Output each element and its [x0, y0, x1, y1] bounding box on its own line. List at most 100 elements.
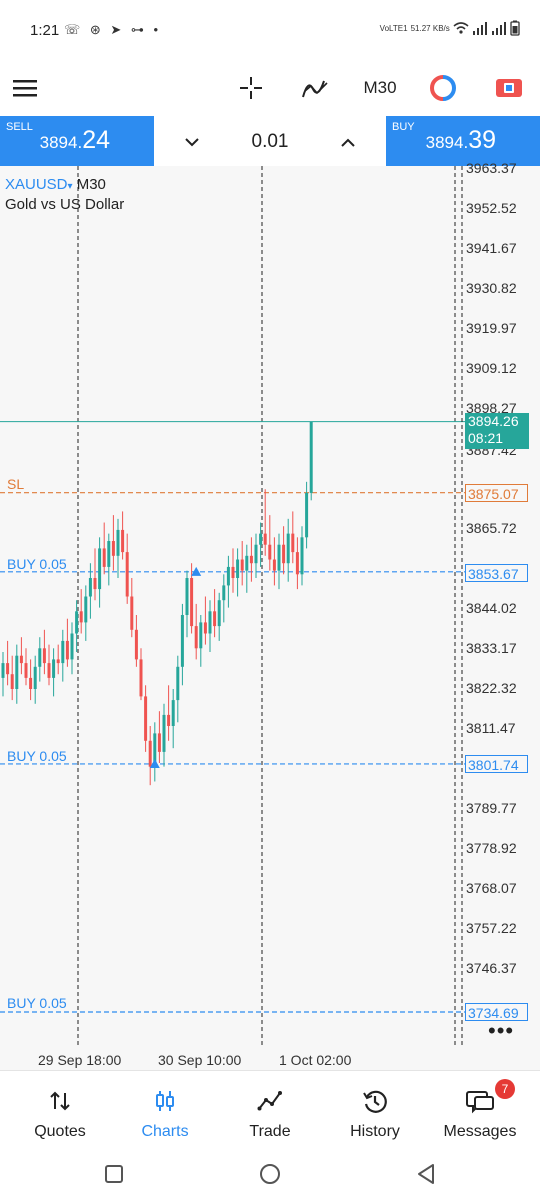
candle-body — [79, 611, 83, 623]
candle-body — [277, 544, 281, 571]
candle-body — [70, 633, 74, 660]
tab-messages[interactable]: 7 Messages — [426, 1071, 534, 1151]
candle-body — [236, 559, 240, 579]
candle-body — [38, 648, 42, 667]
candle-body — [162, 714, 166, 752]
candle-body — [309, 421, 313, 493]
status-bar: 1:21 ☏ ⊛ ➤ ⊶ • VoLTE1 51.27 KB/s — [0, 0, 540, 60]
chevron-up-icon[interactable] — [336, 130, 360, 154]
candle-body — [254, 544, 258, 564]
tab-trade[interactable]: Trade — [216, 1071, 324, 1151]
candle-body — [213, 611, 217, 627]
bottom-tab-bar: Quotes Charts Trade History 7 Messages — [0, 1070, 540, 1151]
candle-body — [190, 578, 194, 627]
candle-body — [282, 544, 286, 564]
candle-body — [24, 663, 28, 678]
candle-body — [116, 529, 120, 556]
buy-level-label[interactable]: BUY 0.05 — [7, 556, 67, 572]
candle-body — [125, 552, 129, 597]
indicators-icon[interactable] — [298, 70, 332, 106]
candle-body — [88, 578, 92, 597]
y-tick-label: 3963.37 — [466, 160, 517, 176]
candle-body — [295, 552, 299, 575]
candle-body — [15, 655, 19, 689]
home-icon[interactable] — [258, 1162, 282, 1186]
notification-icons: ☏ ⊛ ➤ ⊶ • — [64, 22, 162, 37]
candle-body — [231, 566, 235, 579]
history-icon — [363, 1090, 387, 1113]
y-tick-label: 3746.37 — [466, 960, 517, 976]
sell-price: 3894.24 — [39, 126, 110, 154]
back-icon[interactable] — [414, 1162, 438, 1186]
unread-badge: 7 — [495, 1079, 515, 1099]
y-tick-label: 3865.72 — [466, 520, 517, 536]
candle-body — [300, 537, 304, 575]
candle-body — [171, 700, 175, 726]
chevron-down-icon[interactable] — [180, 130, 204, 154]
tab-history[interactable]: History — [321, 1071, 429, 1151]
price-chart[interactable]: XAUUSD▾ M30 Gold vs US Dollar SL BUY 0.0… — [0, 160, 540, 1070]
candle-body — [194, 626, 198, 649]
volume-control: 0.01 — [154, 116, 386, 167]
candle-body — [245, 555, 249, 571]
y-tick-label: 3941.67 — [466, 240, 517, 256]
trade-circle-icon[interactable] — [428, 70, 458, 106]
candle-body — [47, 663, 51, 678]
candle-body — [249, 555, 253, 564]
chart-canvas[interactable] — [0, 166, 540, 1070]
candle-body — [33, 666, 37, 689]
y-tick-label: 3811.47 — [466, 720, 516, 736]
candle-body — [1, 663, 5, 678]
tab-label: Quotes — [34, 1123, 86, 1140]
battery-icon — [510, 20, 520, 36]
buy-price-tag[interactable]: 3734.69 — [465, 1003, 528, 1021]
candle-body — [226, 566, 230, 586]
charts-icon — [156, 1091, 174, 1111]
buy-level-label[interactable]: BUY 0.05 — [7, 748, 67, 764]
buy-entry-marker — [191, 566, 202, 576]
chart-timeframe: M30 — [76, 176, 106, 193]
candle-body — [222, 585, 226, 601]
x-tick-label: 29 Sep 18:00 — [38, 1052, 122, 1068]
current-price: 3894.26 — [468, 413, 519, 429]
candle-body — [134, 629, 138, 660]
candle-body — [139, 659, 143, 697]
crosshair-icon[interactable] — [236, 70, 266, 106]
one-click-trade-panel: SELL 3894.24 0.01 BUY 3894.39 — [0, 116, 540, 167]
candle-body — [305, 492, 309, 538]
chart-toolbar: M30 — [0, 60, 540, 116]
wifi-icon — [453, 22, 469, 34]
candle-body — [268, 544, 272, 560]
candle-body — [65, 640, 69, 660]
timeframe-button[interactable]: M30 — [363, 78, 397, 97]
buy-price-tag[interactable]: 3801.74 — [465, 755, 528, 773]
buy-level-label[interactable]: BUY 0.05 — [7, 995, 67, 1011]
menu-icon[interactable] — [10, 70, 40, 106]
recents-icon[interactable] — [102, 1162, 126, 1186]
one-click-trading-icon[interactable] — [494, 70, 524, 106]
buy-button[interactable]: BUY 3894.39 — [386, 116, 540, 166]
candle-body — [144, 696, 148, 741]
buy-price-tag[interactable]: 3853.67 — [465, 564, 528, 582]
candle-body — [180, 615, 184, 667]
network-speed: 51.27 KB/s — [410, 23, 450, 33]
buy-price: 3894.39 — [425, 126, 496, 154]
more-options-icon[interactable]: ••• — [488, 1018, 515, 1043]
sl-price-tag[interactable]: 3875.07 — [465, 484, 528, 502]
volume-value[interactable]: 0.01 — [251, 131, 289, 152]
sl-level-label[interactable]: SL — [7, 476, 25, 492]
tab-charts[interactable]: Charts — [111, 1071, 219, 1151]
candle-body — [102, 548, 106, 567]
candle-body — [84, 596, 88, 623]
candle-body — [272, 559, 276, 571]
symbol-dropdown-icon[interactable]: ▾ — [67, 181, 73, 192]
symbol-description: Gold vs US Dollar — [5, 196, 125, 213]
signal-icon — [472, 22, 487, 35]
candle-body — [286, 533, 290, 564]
y-tick-label: 3789.77 — [466, 800, 517, 816]
status-right: VoLTE1 51.27 KB/s — [380, 20, 520, 36]
sell-button[interactable]: SELL 3894.24 — [0, 116, 154, 166]
tab-quotes[interactable]: Quotes — [6, 1071, 114, 1151]
symbol-name[interactable]: XAUUSD — [5, 176, 68, 193]
buy-price-big: 39 — [468, 126, 496, 154]
